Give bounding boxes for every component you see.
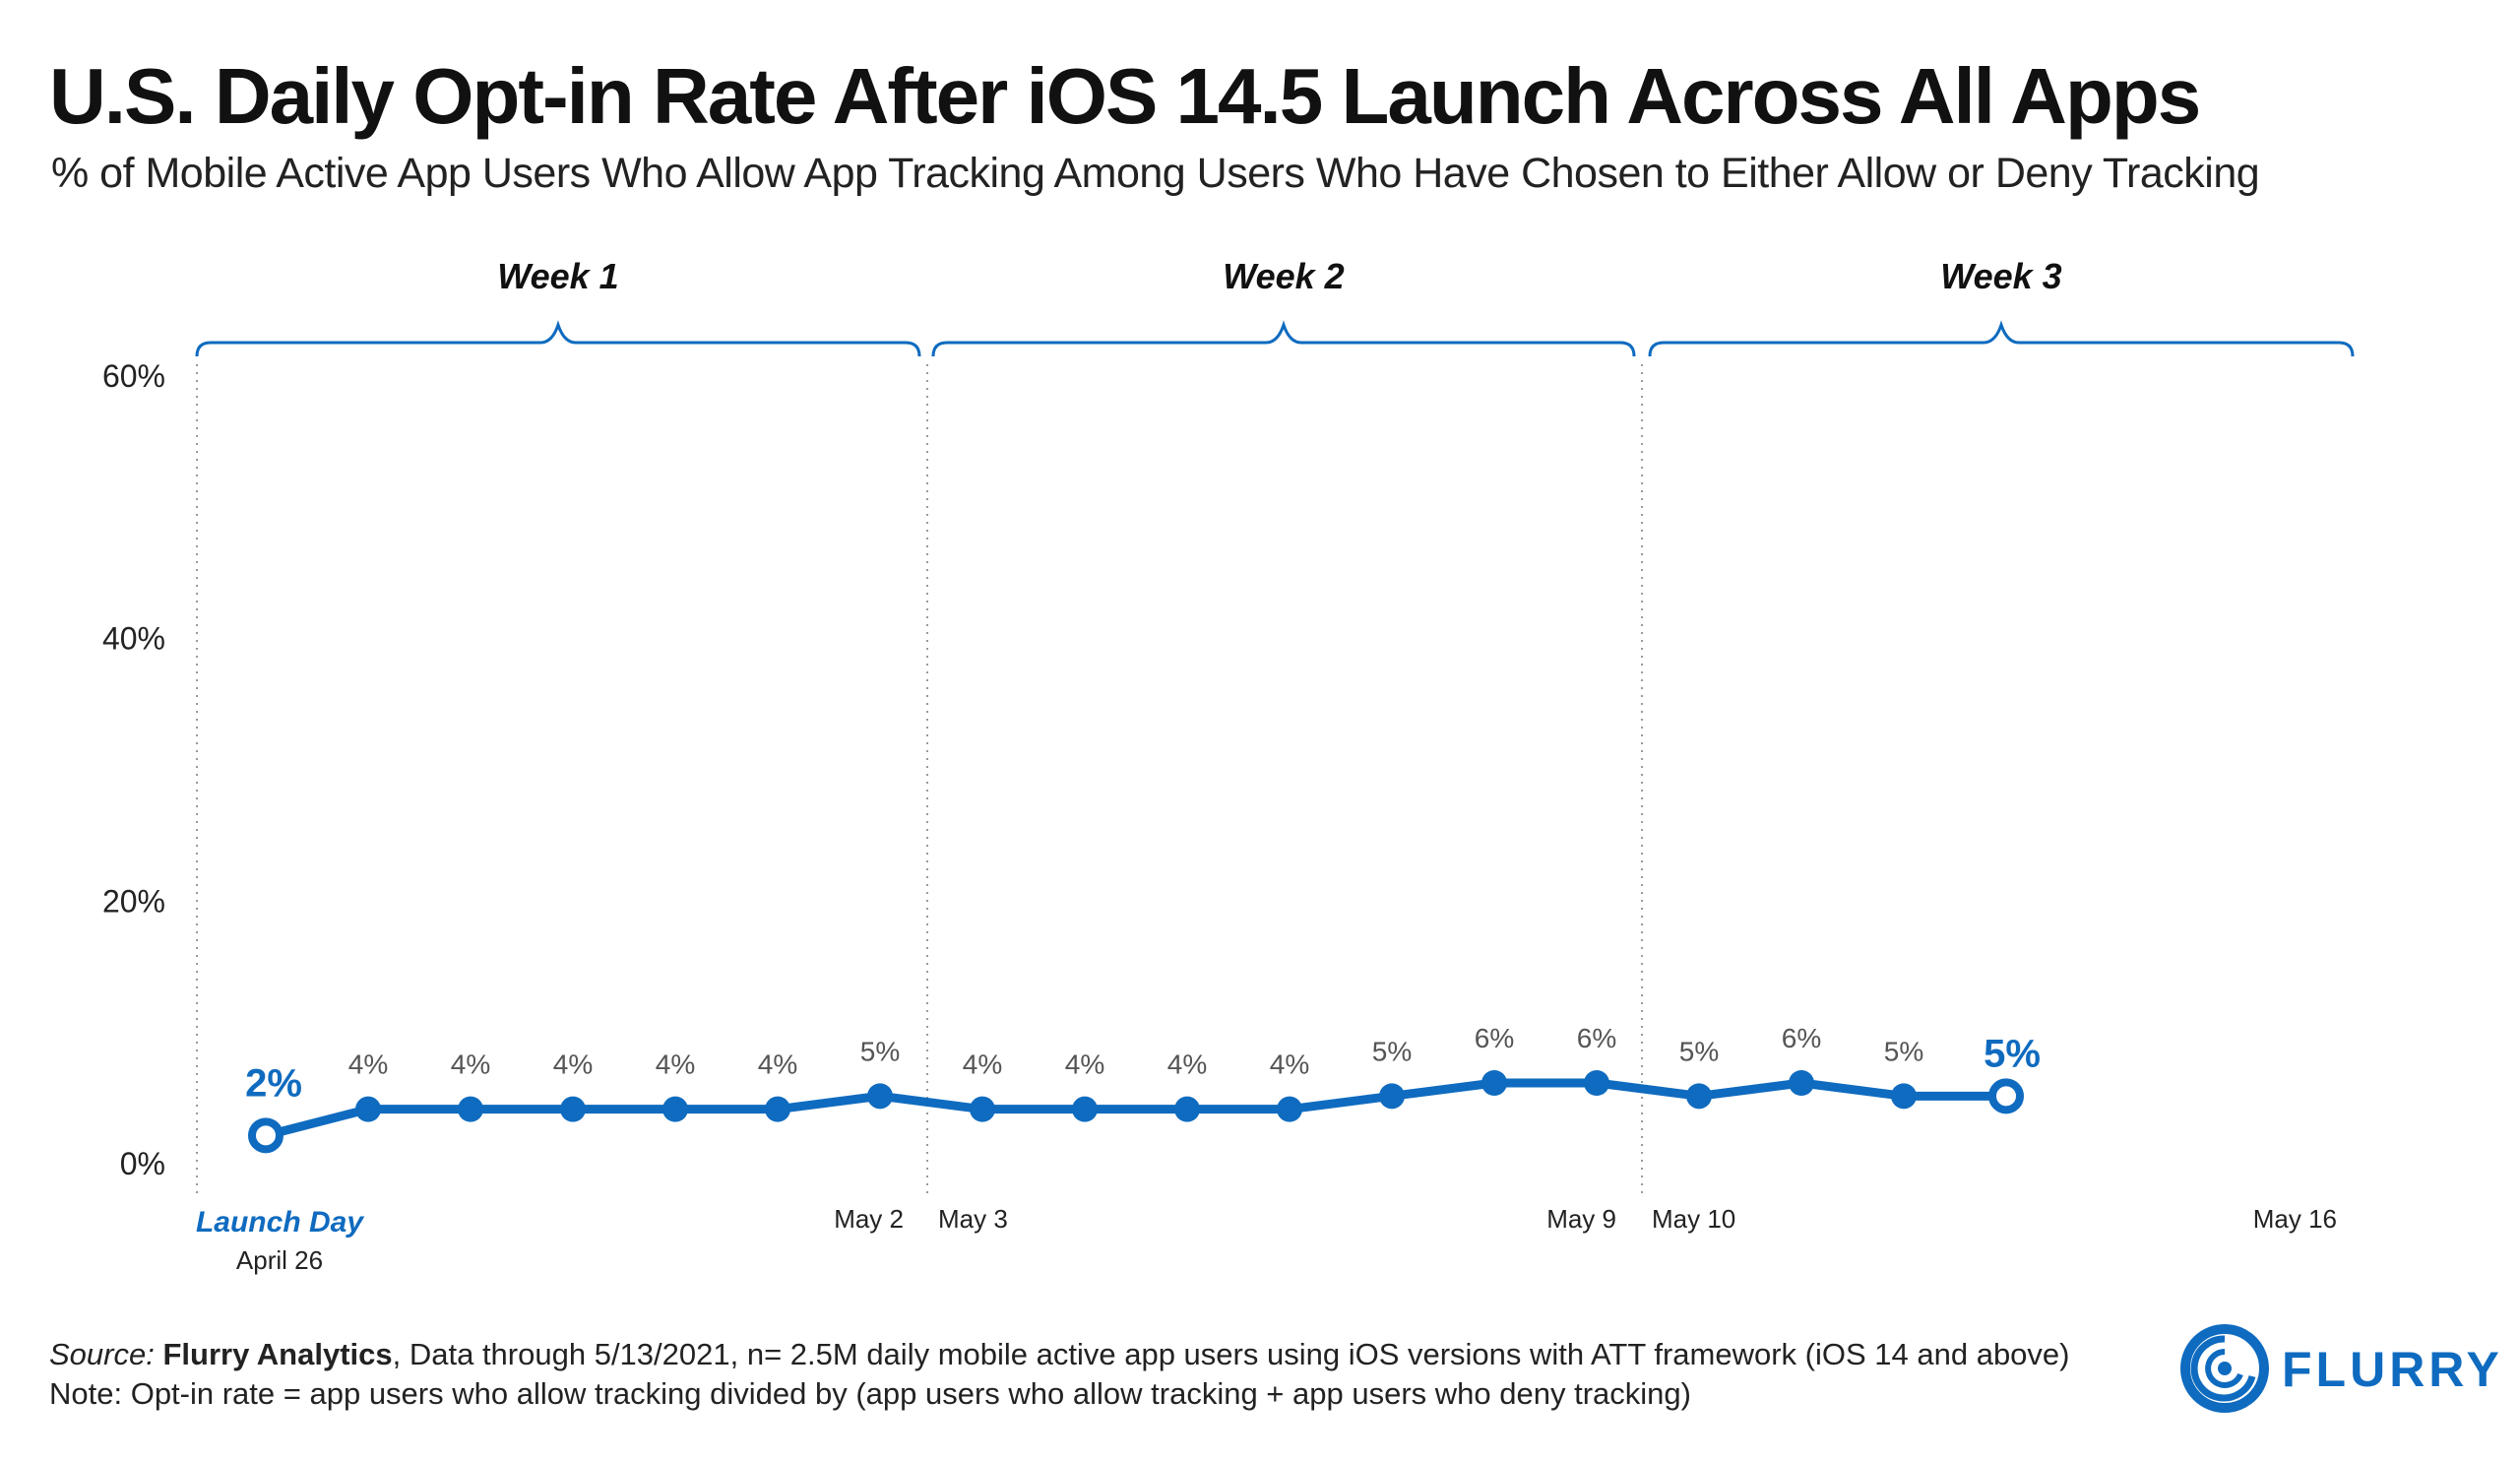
launch-day-label: Launch Day <box>196 1206 364 1239</box>
data-point <box>1891 1083 1917 1110</box>
data-label: 4% <box>963 1049 1002 1080</box>
week-brace <box>195 320 921 357</box>
week-brace <box>1648 320 2355 357</box>
x-tick-label: May 3 <box>938 1204 1008 1234</box>
data-point <box>248 1117 284 1154</box>
data-label: 4% <box>348 1049 388 1080</box>
data-label: 4% <box>553 1049 593 1080</box>
data-label: 4% <box>1167 1049 1207 1080</box>
chart-subtitle: % of Mobile Active App Users Who Allow A… <box>51 150 2260 197</box>
data-label: 6% <box>1475 1023 1514 1053</box>
data-label: 2% <box>245 1061 302 1105</box>
x-tick-label: May 9 <box>1546 1204 1616 1234</box>
flurry-swirl-icon <box>2180 1324 2269 1413</box>
data-point <box>1988 1078 2024 1114</box>
data-point <box>1277 1096 1302 1122</box>
data-point <box>1481 1070 1507 1096</box>
data-label: 4% <box>1270 1049 1309 1080</box>
line-chart: 0% 20% 40% 60% Week 1 Week 2 Week 3 2% 4% 4% 4% 4% 4… <box>102 256 2355 1275</box>
methodology-note: Note: Opt-in rate = app users who allow … <box>49 1376 1691 1411</box>
x-tick-label: May 16 <box>2253 1204 2337 1234</box>
source-name: Flurry Analytics <box>162 1337 393 1371</box>
y-tick-label: 20% <box>102 883 165 919</box>
data-point <box>1686 1083 1712 1110</box>
data-label: 6% <box>1577 1023 1616 1053</box>
data-label: 4% <box>758 1049 797 1080</box>
data-label: 6% <box>1782 1023 1821 1053</box>
data-label: 4% <box>451 1049 490 1080</box>
data-label: 5% <box>1679 1036 1719 1066</box>
data-label: 5% <box>860 1036 900 1066</box>
data-point <box>970 1096 995 1122</box>
source-label: Source: <box>49 1337 155 1371</box>
data-point <box>662 1096 688 1122</box>
y-tick-label: 0% <box>120 1146 165 1181</box>
logo-wordmark: FLURRY <box>2282 1342 2503 1397</box>
chart-title: U.S. Daily Opt-in Rate After iOS 14.5 La… <box>49 52 2201 140</box>
series-line <box>261 1078 2011 1140</box>
data-point <box>1174 1096 1200 1122</box>
data-point <box>765 1096 790 1122</box>
data-label: 4% <box>1065 1049 1104 1080</box>
data-label: 4% <box>656 1049 695 1080</box>
data-label: 5% <box>1372 1036 1412 1066</box>
x-tick-label: May 10 <box>1652 1204 1735 1234</box>
week-label: Week 1 <box>497 256 618 296</box>
data-point <box>867 1083 893 1110</box>
data-label: 5% <box>1884 1036 1923 1066</box>
flurry-logo: FLURRY <box>2175 1319 2499 1418</box>
data-point <box>1584 1070 1609 1096</box>
data-point <box>355 1096 381 1122</box>
week-label: Week 2 <box>1223 256 1344 296</box>
week-label: Week 3 <box>1940 256 2061 296</box>
data-point <box>458 1096 483 1122</box>
data-point <box>1072 1096 1098 1122</box>
week-brace <box>931 320 1636 357</box>
source-details: , Data through 5/13/2021, n= 2.5M daily … <box>392 1337 2070 1371</box>
source-note: Source: Flurry Analytics, Data through 5… <box>49 1337 2070 1372</box>
data-point <box>560 1096 586 1122</box>
x-tick-label: May 2 <box>834 1204 904 1234</box>
launch-date-label: April 26 <box>236 1245 323 1275</box>
y-tick-label: 60% <box>102 358 165 394</box>
data-point <box>1789 1070 1814 1096</box>
data-point <box>1379 1083 1405 1110</box>
data-label: 5% <box>1984 1032 2041 1075</box>
y-tick-label: 40% <box>102 621 165 657</box>
